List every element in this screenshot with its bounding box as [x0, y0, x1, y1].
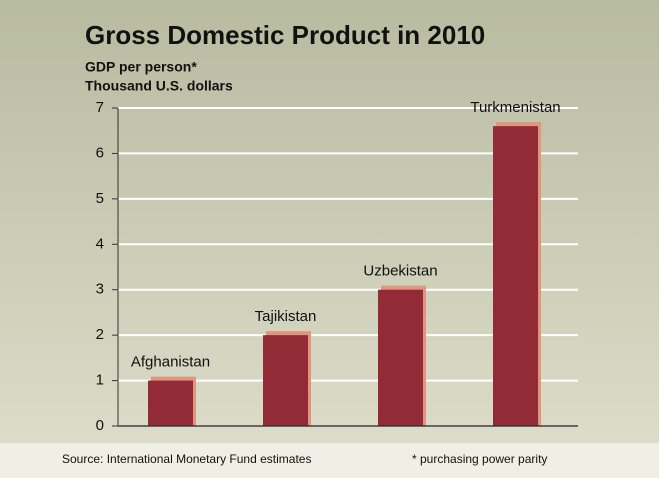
- chart-title: Gross Domestic Product in 2010: [85, 20, 485, 50]
- y-tick-label: 3: [96, 281, 104, 298]
- source: Source: International Monetary Fund esti…: [62, 452, 311, 466]
- category-label: Tajikistan: [255, 308, 317, 325]
- y-tick-label: 4: [96, 235, 104, 252]
- bar: [263, 335, 308, 426]
- footer-band: [0, 443, 659, 478]
- subtitle: GDP per person*: [85, 59, 197, 75]
- bar: [148, 380, 193, 426]
- category-label: Afghanistan: [131, 354, 210, 371]
- bar: [378, 289, 423, 426]
- y-tick-label: 2: [96, 326, 104, 343]
- background: [0, 0, 659, 443]
- y-tick-label: 7: [96, 99, 104, 116]
- y-tick-label: 5: [96, 190, 104, 207]
- y-tick-label: 0: [96, 417, 104, 434]
- category-label: Turkmenistan: [470, 99, 560, 116]
- subtitle: Thousand U.S. dollars: [85, 78, 233, 94]
- bar: [493, 126, 538, 427]
- note: * purchasing power parity: [412, 452, 547, 466]
- y-tick-label: 6: [96, 144, 104, 161]
- y-tick-label: 1: [96, 372, 104, 389]
- category-label: Uzbekistan: [363, 263, 437, 280]
